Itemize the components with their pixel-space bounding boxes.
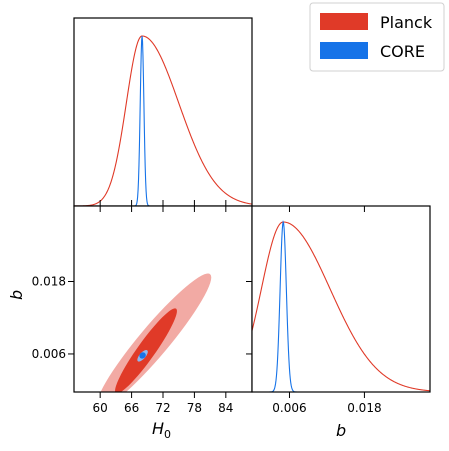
legend-swatch-core — [320, 42, 368, 59]
h0-marginal-panel — [73, 17, 253, 207]
core-contour-68 — [139, 352, 146, 359]
b-panel-bg — [252, 206, 430, 392]
b-axis-label-bottom: b — [336, 421, 346, 440]
b-panel-frame — [251, 205, 431, 393]
b-ytick-label: 0.018 — [32, 274, 66, 288]
h0-xtick-label: 60 — [93, 401, 108, 415]
h0-axis-label: H0 — [152, 419, 171, 441]
legend-swatch-planck — [320, 13, 368, 30]
h0-xtick-label: 78 — [187, 401, 202, 415]
h0-xtick-label: 66 — [124, 401, 139, 415]
h0-panel-bg — [74, 18, 252, 206]
b-marginal-panel: 0.006 0.018 — [251, 205, 431, 415]
h0-curve-planck — [73, 35, 253, 207]
legend: Planck CORE — [309, 2, 445, 72]
joint-contours — [96, 273, 212, 392]
b-ytick-label: 0.006 — [32, 347, 66, 361]
legend-label-core: CORE — [380, 42, 425, 61]
b-xtick-label: 0.018 — [347, 401, 381, 415]
h0-xtick-label: 84 — [218, 401, 233, 415]
b-curve-planck — [251, 221, 431, 392]
h0-xtick-label: 72 — [155, 401, 170, 415]
legend-label-planck: Planck — [380, 13, 433, 32]
b-axis-label-left: b — [7, 290, 26, 300]
b-xtick-label: 0.006 — [272, 401, 306, 415]
joint-panel-bg — [74, 206, 252, 392]
h0-b-joint-panel: 60 66 72 78 84 0.006 0.018 — [32, 205, 253, 415]
